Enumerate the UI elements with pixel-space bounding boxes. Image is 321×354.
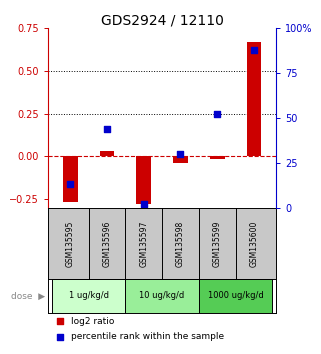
Bar [125, 279, 199, 313]
Bar [100, 151, 114, 156]
Bar [136, 156, 151, 204]
Bar [247, 42, 261, 156]
Title: GDS2924 / 12110: GDS2924 / 12110 [101, 13, 223, 27]
Point [251, 47, 256, 53]
Point [68, 182, 73, 187]
Point [215, 112, 220, 117]
Text: dose  ▶: dose ▶ [11, 291, 45, 301]
Point [178, 151, 183, 157]
Text: GSM135597: GSM135597 [139, 220, 148, 267]
Bar [63, 156, 78, 202]
Text: GSM135596: GSM135596 [102, 220, 111, 267]
Bar [210, 156, 225, 159]
Point [104, 126, 109, 132]
Text: log2 ratio: log2 ratio [71, 317, 114, 326]
Bar [199, 279, 273, 313]
Text: percentile rank within the sample: percentile rank within the sample [71, 332, 224, 341]
Text: GSM135598: GSM135598 [176, 220, 185, 267]
Point [57, 334, 62, 339]
Text: 1000 ug/kg/d: 1000 ug/kg/d [208, 291, 264, 301]
Text: GSM135600: GSM135600 [249, 220, 258, 267]
Bar [173, 156, 188, 163]
Text: 1 ug/kg/d: 1 ug/kg/d [69, 291, 108, 301]
Point [141, 201, 146, 207]
Point [57, 318, 62, 324]
Text: GSM135595: GSM135595 [66, 220, 75, 267]
Text: 10 ug/kg/d: 10 ug/kg/d [140, 291, 185, 301]
Text: GSM135599: GSM135599 [213, 220, 222, 267]
Bar [52, 279, 125, 313]
